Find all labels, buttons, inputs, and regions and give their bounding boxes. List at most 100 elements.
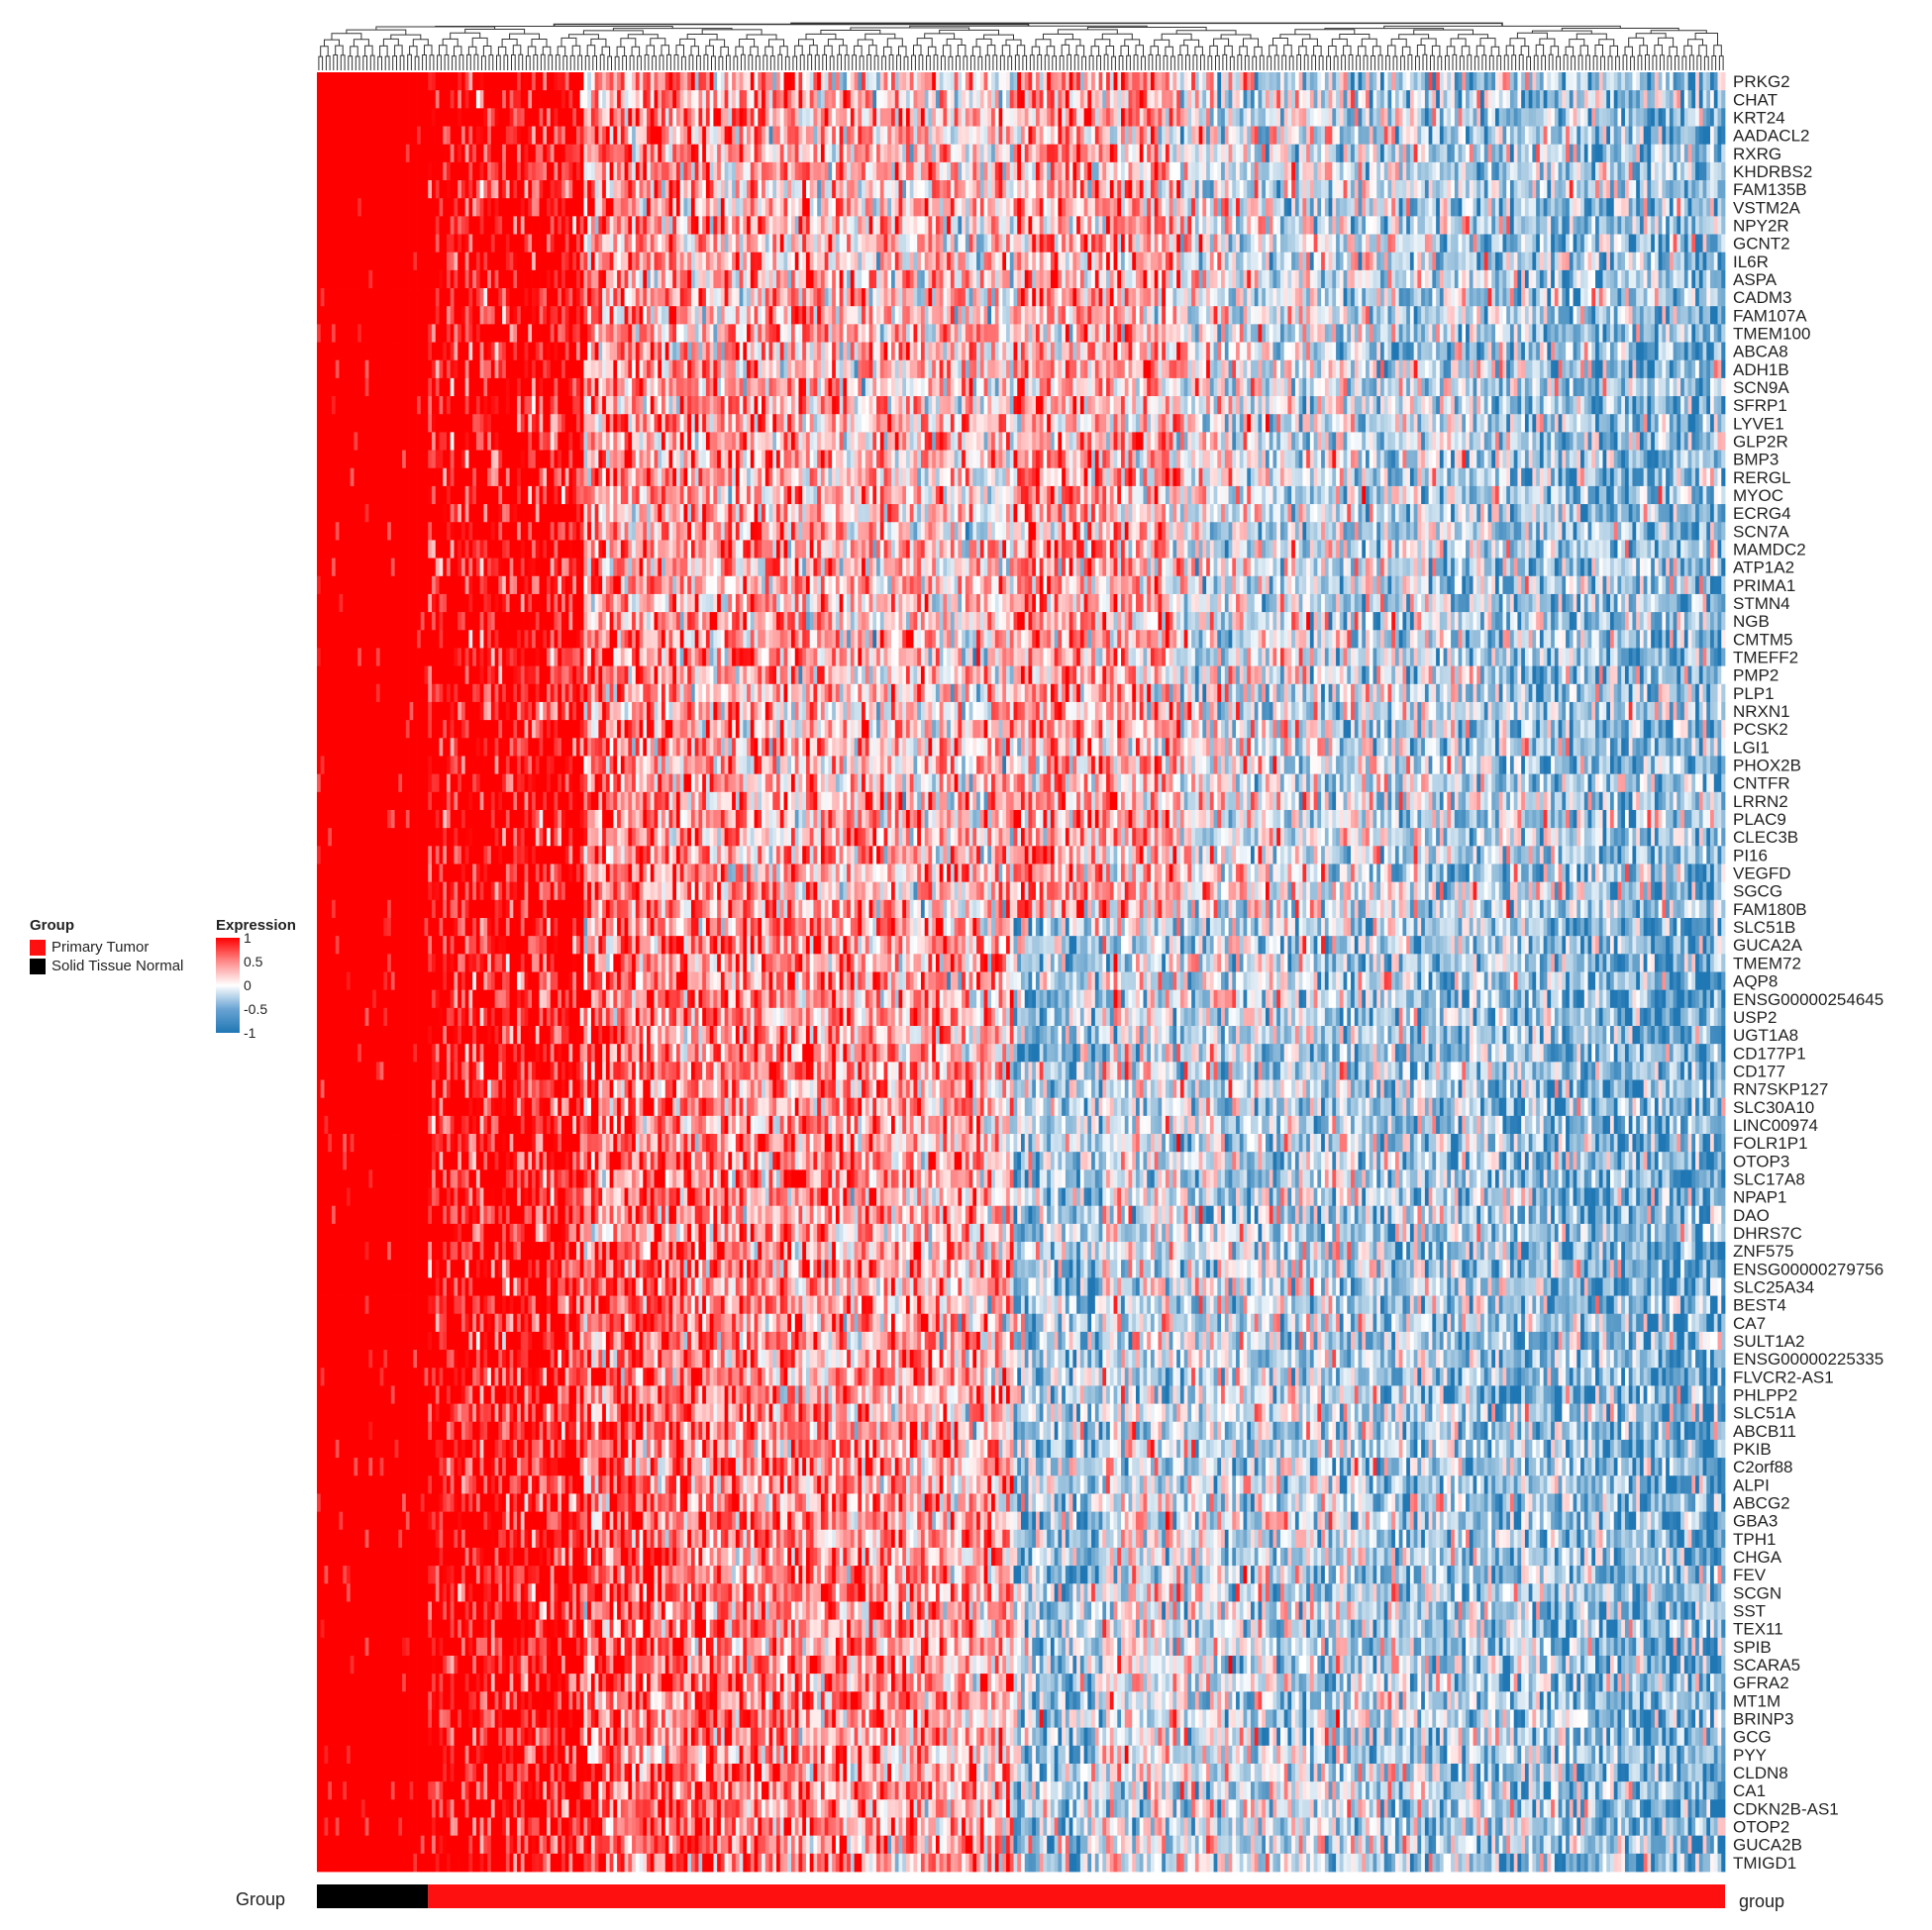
heatmap-cell <box>1424 180 1430 199</box>
heatmap-cell <box>1150 126 1156 146</box>
heatmap-cell <box>446 90 452 109</box>
heatmap-cell <box>1091 180 1096 199</box>
heatmap-cell <box>1636 108 1641 127</box>
heatmap-cell <box>1513 234 1518 254</box>
heatmap-cell <box>1654 198 1660 217</box>
heatmap-cell <box>1143 198 1148 217</box>
heatmap-cell <box>1536 216 1541 235</box>
heatmap-cell <box>624 108 629 127</box>
heatmap-cell <box>817 90 822 109</box>
heatmap-cell <box>817 234 822 254</box>
heatmap-cell <box>1454 161 1459 181</box>
heatmap-cell <box>920 108 926 127</box>
heatmap-cell <box>1509 252 1515 271</box>
heatmap-cell <box>847 90 852 109</box>
heatmap-cell <box>1169 72 1173 91</box>
heatmap-cell <box>1313 126 1318 146</box>
heatmap-cell <box>991 269 996 289</box>
heatmap-cell <box>1262 144 1267 163</box>
heatmap-cell <box>935 180 941 199</box>
heatmap-cell <box>1321 198 1326 217</box>
heatmap-cell <box>1221 108 1226 127</box>
heatmap-cell <box>328 252 333 271</box>
heatmap-cell <box>1702 161 1707 181</box>
heatmap-cell <box>1366 216 1371 235</box>
heatmap-cell <box>802 198 807 217</box>
heatmap-cell <box>1566 144 1571 163</box>
heatmap-cell <box>560 198 566 217</box>
heatmap-cell <box>472 216 477 235</box>
heatmap-cell <box>394 216 399 235</box>
heatmap-cell <box>735 108 740 127</box>
heatmap-cell <box>750 269 755 289</box>
heatmap-cell <box>779 144 784 163</box>
heatmap-cell <box>1102 252 1107 271</box>
dendrogram-branch <box>1326 55 1331 70</box>
heatmap-cell <box>1476 252 1481 271</box>
heatmap-cell <box>717 90 722 109</box>
heatmap-cell <box>728 144 733 163</box>
dendrogram-branch <box>1413 29 1474 35</box>
heatmap-cell <box>654 161 659 181</box>
heatmap-cell <box>575 216 581 235</box>
heatmap-cell <box>375 72 381 91</box>
heatmap-cell <box>1002 216 1007 235</box>
heatmap-cell <box>343 108 348 127</box>
heatmap-cell <box>317 180 322 199</box>
heatmap-cell <box>1154 198 1159 217</box>
heatmap-cell <box>331 108 337 127</box>
heatmap-cell <box>1172 144 1177 163</box>
heatmap-cell <box>902 161 907 181</box>
heatmap-cell <box>1658 72 1663 91</box>
heatmap-cell <box>1394 234 1400 254</box>
heatmap-cell <box>1432 252 1437 271</box>
heatmap-cell <box>483 252 488 271</box>
heatmap-cell <box>1024 216 1029 235</box>
heatmap-cell <box>1428 90 1433 109</box>
dendrogram-branch <box>473 53 479 70</box>
heatmap-cell <box>435 252 440 271</box>
dendrogram-branch <box>1356 54 1361 70</box>
heatmap-cell <box>735 234 740 254</box>
heatmap-cell <box>1695 252 1700 271</box>
heatmap-cell <box>1176 126 1181 146</box>
heatmap-cell <box>1424 269 1430 289</box>
heatmap-cell <box>1613 144 1618 163</box>
heatmap-cell <box>820 72 826 91</box>
dendrogram-branch <box>837 53 842 70</box>
heatmap-cell <box>994 161 999 181</box>
heatmap-cell <box>1128 180 1133 199</box>
heatmap-cell <box>1028 144 1033 163</box>
heatmap-cell <box>1451 269 1456 289</box>
heatmap-cell <box>1469 108 1474 127</box>
heatmap-cell <box>920 269 926 289</box>
heatmap-cell <box>664 161 669 181</box>
heatmap-cell <box>690 216 696 235</box>
heatmap-cell <box>772 269 777 289</box>
heatmap-cell <box>1543 72 1548 91</box>
heatmap-cell <box>543 161 548 181</box>
heatmap-cell <box>994 90 999 109</box>
heatmap-cell <box>1379 198 1385 217</box>
heatmap-cell <box>1002 161 1007 181</box>
heatmap-cell <box>1487 216 1492 235</box>
heatmap-cell <box>324 161 329 181</box>
heatmap-cell <box>1065 161 1070 181</box>
heatmap-cell <box>743 161 748 181</box>
heatmap-cell <box>1328 90 1333 109</box>
heatmap-cell <box>950 126 956 146</box>
heatmap-cell <box>724 161 729 181</box>
heatmap-cell <box>658 108 662 127</box>
dendrogram-branch <box>1118 55 1124 70</box>
heatmap-cell <box>864 144 869 163</box>
heatmap-cell <box>1469 180 1474 199</box>
heatmap-cell <box>1362 126 1367 146</box>
heatmap-cell <box>464 144 469 163</box>
heatmap-cell <box>1379 72 1385 91</box>
heatmap-cell <box>509 126 514 146</box>
dendrogram-branch <box>1415 55 1420 70</box>
heatmap-cell <box>1647 216 1652 235</box>
dendrogram-branch <box>1339 34 1371 40</box>
heatmap-cell <box>1651 161 1656 181</box>
heatmap-cell <box>605 234 611 254</box>
